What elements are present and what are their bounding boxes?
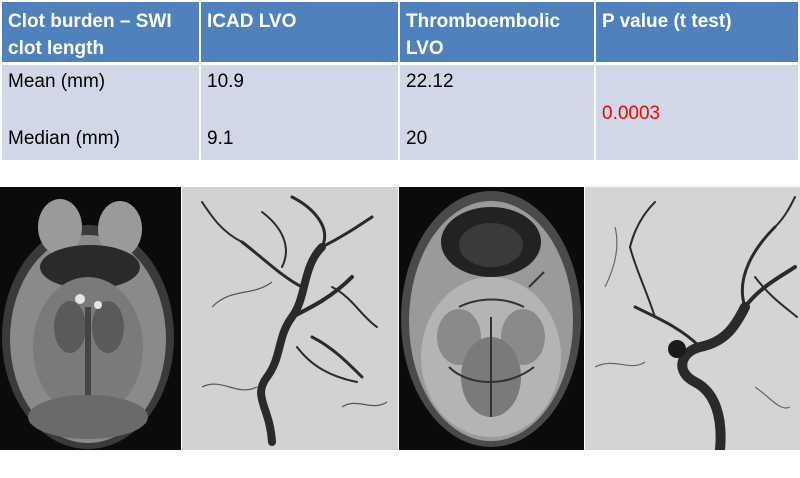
swi-mri-image-2	[399, 187, 584, 450]
header-p-value: P value (t test)	[596, 2, 798, 65]
thrombo-values-cell: 22.12 20	[400, 65, 596, 160]
angiogram-image-2	[585, 187, 800, 450]
angiogram-lateral-icon	[182, 187, 398, 450]
p-value-cell: 0.0003	[596, 65, 798, 160]
swi-mri-image-1	[0, 187, 181, 450]
header-thromboembolic-lvo: Thromboembolic LVO	[400, 2, 596, 65]
angiogram-image-1	[182, 187, 398, 450]
table-header-row: Clot burden – SWI clot length ICAD LVO T…	[2, 2, 798, 65]
thrombo-mean-value: 22.12	[406, 71, 454, 92]
header-icad-lvo: ICAD LVO	[201, 2, 400, 65]
icad-mean-value: 10.9	[207, 71, 244, 92]
mean-label: Mean (mm)	[8, 71, 106, 92]
thrombo-median-value: 20	[406, 128, 428, 149]
clot-burden-table: Clot burden – SWI clot length ICAD LVO T…	[2, 2, 798, 160]
header-clot-burden: Clot burden – SWI clot length	[2, 2, 201, 65]
swi-mri-axial-scan-icon	[0, 187, 181, 450]
p-value: 0.0003	[602, 103, 661, 124]
icad-median-value: 9.1	[207, 128, 234, 149]
table-row: Mean (mm) Median (mm) 10.9 9.1 22.12 20 …	[2, 65, 798, 160]
angiogram-lateral-icon	[585, 187, 800, 450]
swi-mri-axial-scan-icon	[399, 187, 584, 450]
row-labels-cell: Mean (mm) Median (mm)	[2, 65, 201, 160]
icad-values-cell: 10.9 9.1	[201, 65, 400, 160]
median-label: Median (mm)	[8, 128, 120, 149]
